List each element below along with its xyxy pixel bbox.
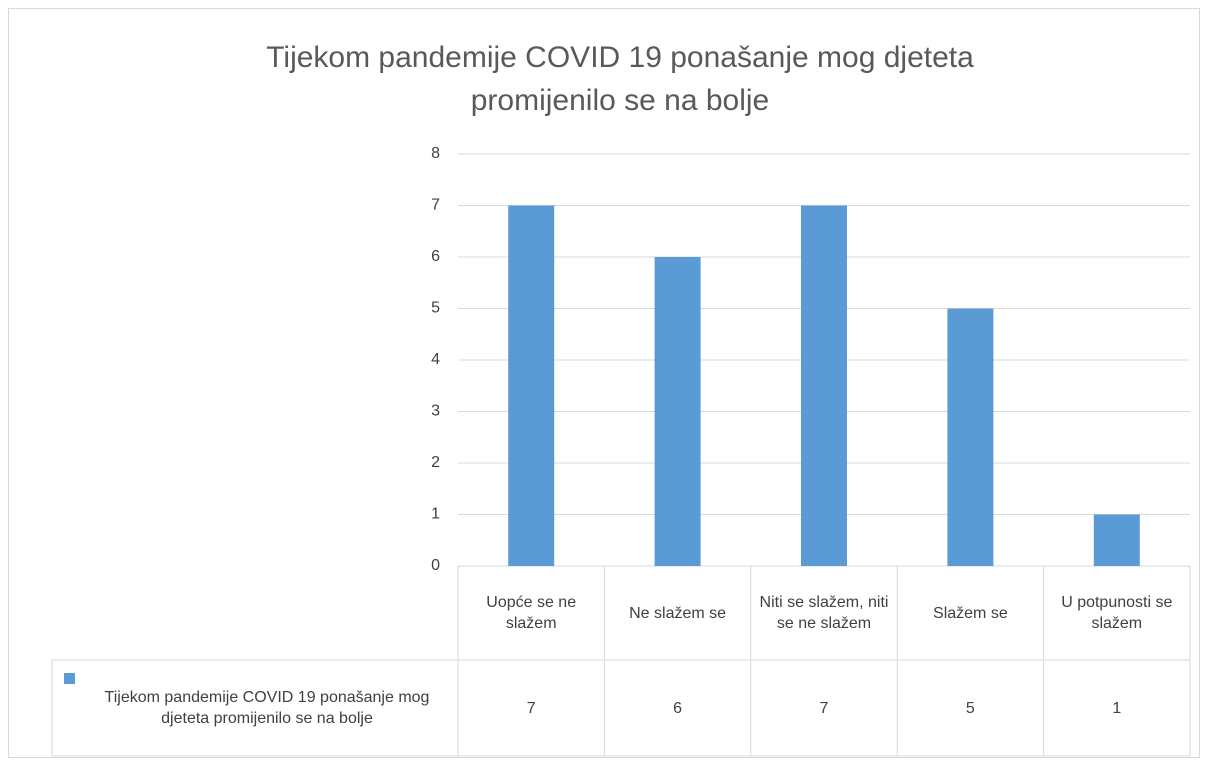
y-tick-label: 2 [431,454,440,471]
table-value: 1 [1112,699,1122,717]
y-tick-label: 4 [431,351,440,368]
y-tick-label: 6 [431,248,440,265]
table-value: 6 [673,699,683,717]
y-tick-label: 1 [431,506,440,523]
legend-key [64,673,75,684]
y-tick-label: 3 [431,403,440,420]
bar [654,257,701,566]
chart-title: Tijekom pandemije COVID 19 ponašanje mog… [266,41,974,117]
y-tick-label: 0 [431,557,440,574]
y-tick-label: 8 [431,145,440,162]
bar [801,205,847,566]
category-label: Slažem se [933,604,1008,622]
category-label: Niti se slažem, niti se ne slažem [759,594,889,632]
table-value: 7 [526,699,536,717]
category-label: U potpunosti se slažem [1061,594,1173,632]
bar [1093,514,1140,566]
table-value: 5 [965,699,975,717]
y-tick-label: 5 [431,300,440,317]
category-label: Ne slažem se [629,604,727,622]
table-value: 7 [819,699,829,717]
bar [947,308,994,566]
y-tick-label: 7 [431,197,440,214]
category-label: Uopće se ne slažem [486,594,577,632]
bar [508,205,555,566]
legend-label: Tijekom pandemije COVID 19 ponašanje mog… [104,689,430,727]
